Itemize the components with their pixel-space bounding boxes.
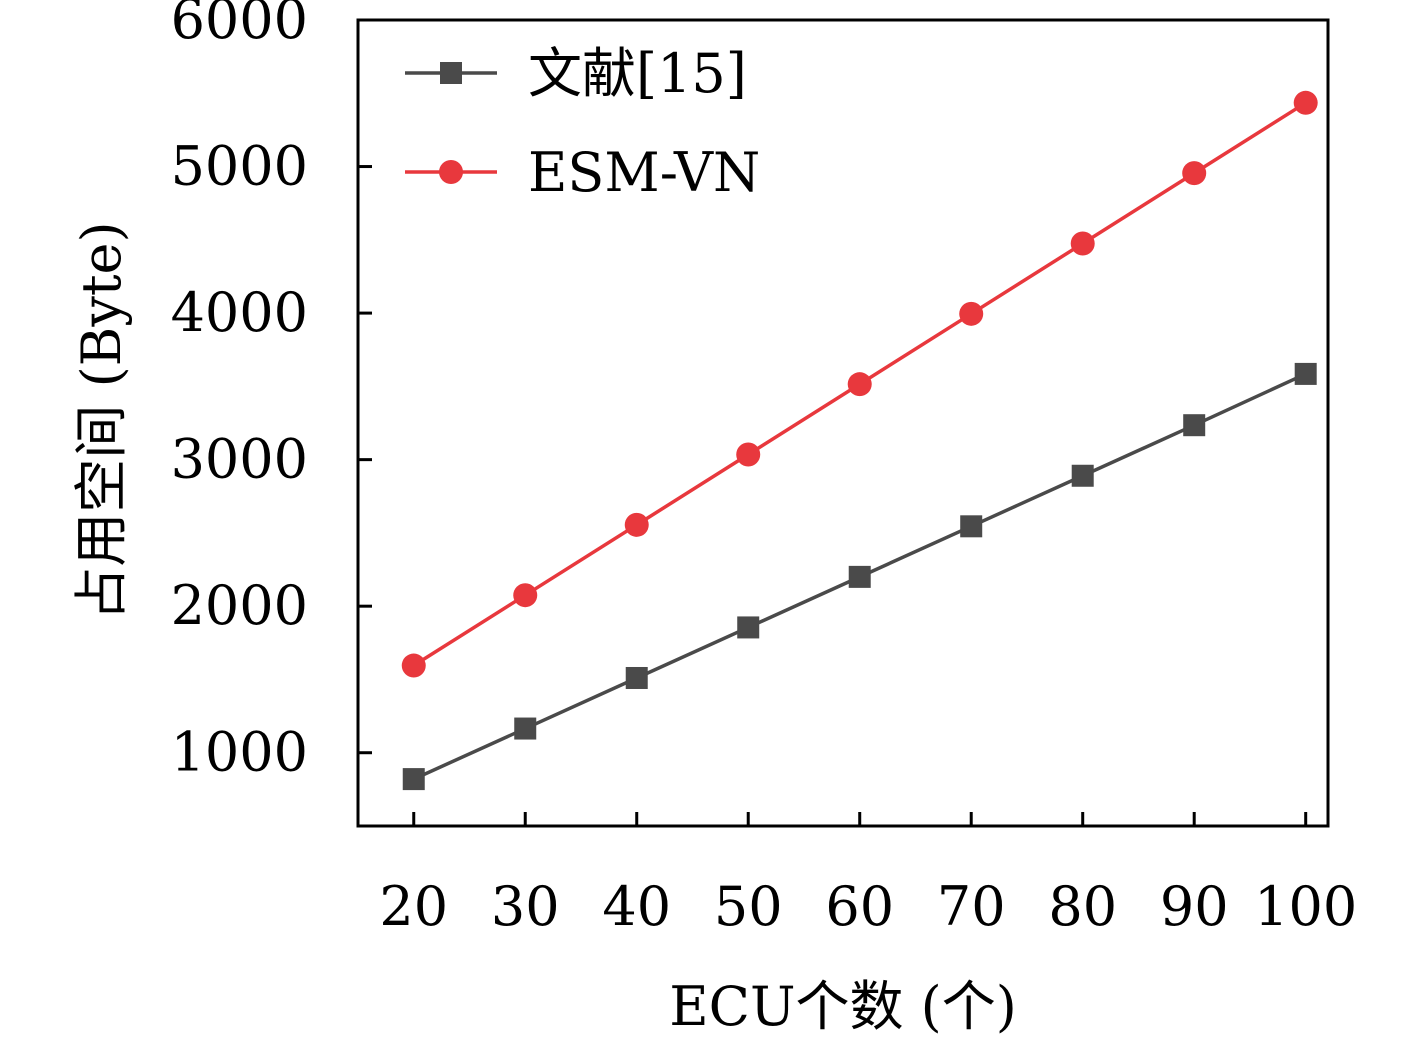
x-tick-label: 100 — [1254, 875, 1357, 938]
data-point-series-1 — [1293, 90, 1318, 115]
data-point-series-1 — [736, 442, 761, 467]
x-tick-label: 30 — [491, 875, 560, 938]
y-tick-label: 6000 — [171, 0, 308, 51]
x-tick-label: 40 — [602, 875, 671, 938]
data-point-series-1 — [847, 372, 872, 397]
y-tick-label: 4000 — [171, 281, 308, 344]
series-layer — [401, 90, 1318, 791]
legend-swatch-marker-0 — [440, 62, 462, 84]
data-point-series-1 — [624, 512, 649, 537]
x-axis-title: ECU个数 (个) — [669, 975, 1017, 1038]
y-tick-label: 3000 — [171, 428, 308, 491]
data-point-series-0 — [1294, 362, 1317, 385]
x-tick-label: 90 — [1160, 875, 1229, 938]
data-point-series-1 — [513, 583, 538, 608]
y-tick-label: 1000 — [171, 721, 308, 784]
data-point-series-0 — [1183, 414, 1206, 437]
legend-label-0: 文献[15] — [528, 42, 747, 105]
data-point-series-0 — [625, 666, 648, 689]
data-point-series-1 — [1182, 161, 1207, 186]
x-tick-label: 80 — [1048, 875, 1117, 938]
x-tick-label: 60 — [825, 875, 894, 938]
data-point-series-1 — [401, 653, 426, 678]
x-tick-label: 50 — [714, 875, 783, 938]
data-point-series-0 — [848, 565, 871, 588]
x-axis: 20 30 40 50 60 70 80 90 100 — [379, 812, 1357, 938]
data-point-series-0 — [514, 717, 537, 740]
legend: 文献[15] ESM-VN — [405, 42, 760, 204]
data-point-series-0 — [402, 768, 425, 791]
y-axis: 1000 2000 3000 4000 5000 6000 — [171, 0, 372, 784]
data-point-series-0 — [960, 515, 983, 538]
plot-frame — [356, 18, 1330, 828]
y-axis-title: 占用空间 (Byte) — [70, 221, 133, 620]
y-tick-label: 5000 — [171, 135, 308, 198]
legend-label-1: ESM-VN — [528, 141, 760, 204]
x-tick-label: 20 — [379, 875, 448, 938]
x-tick-label: 70 — [937, 875, 1006, 938]
data-point-series-0 — [1071, 464, 1094, 487]
data-point-series-1 — [959, 301, 984, 326]
data-point-series-0 — [737, 616, 760, 639]
data-point-series-1 — [1070, 231, 1095, 256]
legend-swatch-marker-1 — [439, 160, 463, 184]
y-tick-label: 2000 — [171, 574, 308, 637]
